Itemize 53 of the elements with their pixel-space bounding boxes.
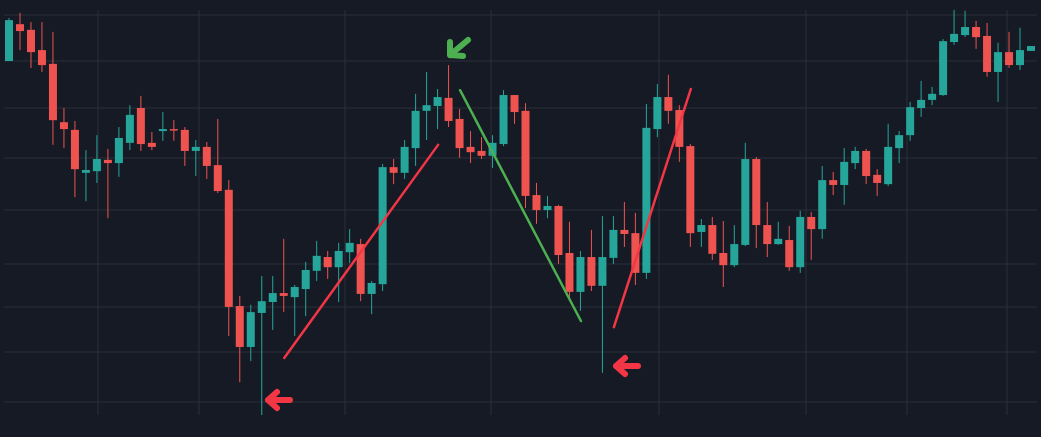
candlestick	[26, 21, 35, 69]
candlestick	[807, 211, 816, 261]
candlestick	[59, 107, 68, 149]
candlestick	[961, 10, 970, 38]
candlestick	[950, 10, 959, 46]
candlestick	[763, 201, 772, 258]
candlestick	[191, 139, 200, 177]
candlestick	[103, 148, 112, 219]
candlestick	[895, 130, 904, 164]
candlestick	[719, 220, 728, 288]
candlestick	[279, 238, 288, 313]
candlestick	[312, 240, 321, 282]
candlestick	[829, 171, 838, 196]
candlestick	[334, 242, 343, 303]
candlestick	[367, 280, 376, 315]
candlestick	[37, 21, 46, 73]
candlestick	[389, 158, 398, 185]
candlestick	[92, 134, 101, 184]
candlestick	[917, 80, 926, 118]
candlestick	[466, 130, 475, 164]
candlestick	[257, 275, 266, 415]
candlestick	[15, 12, 24, 51]
candlestick	[180, 126, 189, 167]
candlestick	[301, 261, 310, 317]
candlestick	[422, 71, 431, 141]
candlestick	[664, 74, 673, 125]
candlestick	[851, 146, 860, 170]
candlestick	[1016, 27, 1025, 71]
candlestick	[774, 221, 783, 246]
candlestick	[994, 42, 1003, 103]
candlestick	[873, 168, 882, 197]
candlestick	[972, 20, 981, 50]
candlestick	[928, 86, 937, 106]
candlestick	[444, 64, 453, 128]
candlestick	[81, 149, 90, 202]
candlestick	[620, 201, 629, 248]
candlestick	[158, 111, 167, 142]
candlestick	[477, 136, 486, 160]
candlestick	[268, 275, 277, 331]
candlestick	[543, 195, 552, 219]
candlestick	[532, 182, 541, 225]
candlestick	[290, 284, 299, 337]
candlestick	[510, 94, 519, 125]
candlestick	[697, 218, 706, 248]
candlestick	[1005, 31, 1014, 69]
candlestick	[433, 88, 442, 130]
candlestick	[345, 228, 354, 264]
candlestick	[840, 147, 849, 206]
candlestick	[323, 250, 332, 280]
candlestick	[147, 131, 156, 151]
candlestick	[202, 141, 211, 180]
candlestick	[169, 119, 178, 142]
candlestick	[730, 224, 739, 268]
